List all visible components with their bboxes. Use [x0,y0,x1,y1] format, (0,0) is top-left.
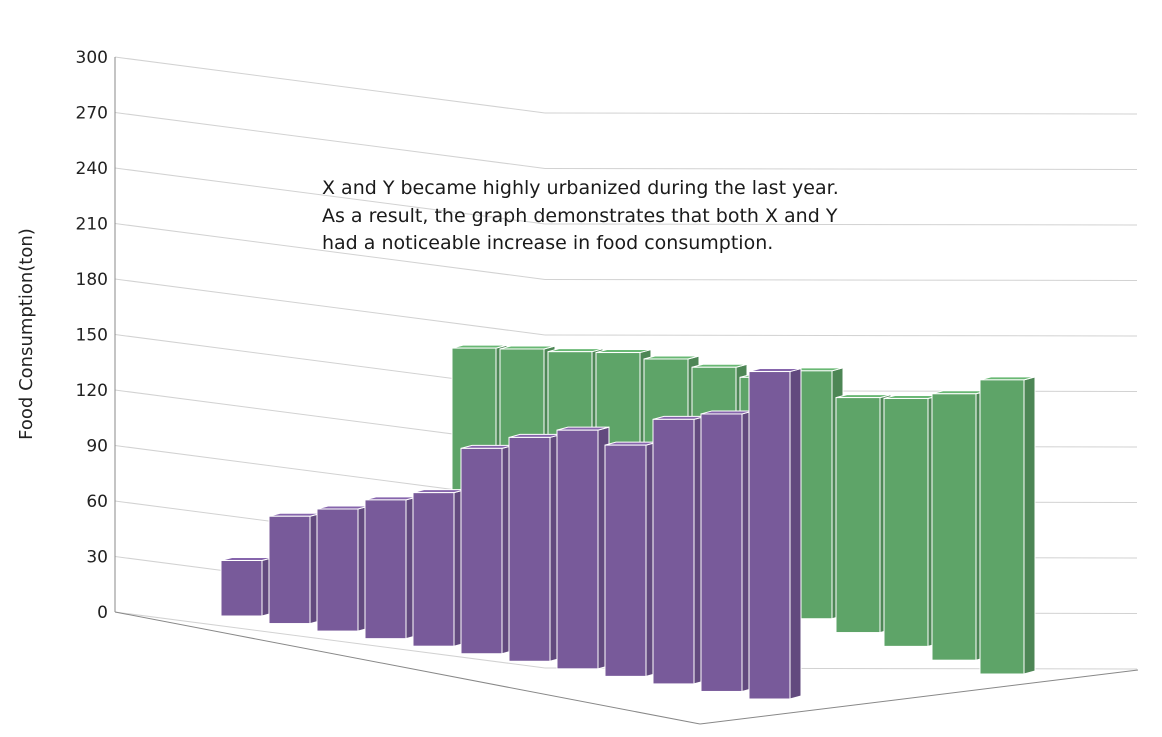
purple-bar [220,556,274,617]
y-tick-label: 300 [76,48,108,68]
y-tick-label: 90 [86,437,108,457]
green-bar [979,376,1036,675]
depth-axis-line [699,669,1139,725]
y-axis-ticks: 0 30 60 90 120 150 180 210 240 270 300 [76,48,108,623]
annotation-line-2: As a result, the graph demonstrates that… [322,205,838,227]
gridline [114,167,546,225]
purple-bar [508,433,562,662]
gridline [544,279,1138,281]
gridline [544,168,1138,170]
gridline [544,334,1138,337]
gridline [114,112,546,169]
purple-bar [316,505,370,632]
purple-bar [748,367,802,700]
purple-bar [556,426,610,670]
y-tick-label: 120 [76,381,108,401]
green-bar [835,393,892,634]
purple-bar [268,512,322,625]
gridline [544,223,1138,226]
gridline [114,278,546,336]
y-tick-label: 270 [76,104,108,124]
x-axis-line [114,611,701,725]
annotation: X and Y became highly urbanized during t… [322,177,839,254]
y-tick-label: 150 [76,326,108,346]
y-tick-label: 30 [86,548,108,568]
y-tick-label: 0 [97,603,108,623]
gridline [114,56,546,114]
y-tick-label: 60 [86,492,108,512]
green-bar [883,394,940,648]
gridline [114,611,546,669]
gridline [114,223,546,280]
green-bar [931,390,988,661]
purple-bar [364,496,418,640]
annotation-line-1: X and Y became highly urbanized during t… [322,177,839,199]
gridline [544,112,1138,115]
purple-bar [460,444,514,655]
bars [220,344,1036,700]
y-axis-label: Food Consumption(ton) [16,228,37,440]
annotation-line-3: had a noticeable increase in food consum… [322,232,773,254]
purple-bar [700,410,754,693]
purple-bar [652,415,706,685]
purple-bar [412,488,466,647]
purple-bar [604,441,658,678]
y-tick-label: 180 [76,270,108,290]
y-tick-label: 240 [76,159,108,179]
y-tick-label: 210 [76,215,108,235]
